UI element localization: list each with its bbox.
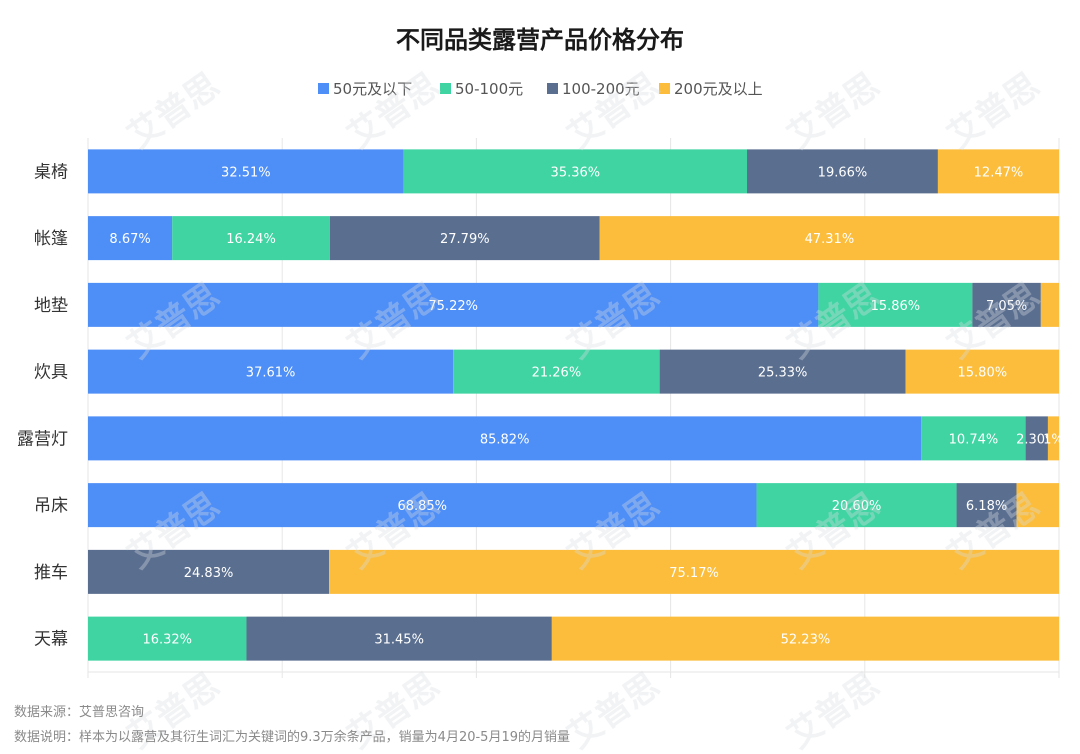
bar-segment xyxy=(88,616,247,661)
category-label: 吊床 xyxy=(34,496,68,516)
data-label: 12.47% xyxy=(974,165,1024,180)
data-label: 35.36% xyxy=(551,165,601,180)
data-label: 6.18% xyxy=(966,499,1007,514)
data-label: 27.79% xyxy=(440,232,490,247)
data-label: 19.66% xyxy=(818,165,868,180)
data-label: 32.51% xyxy=(221,165,271,180)
legend-swatch xyxy=(547,83,558,94)
legend: 50元及以下 50-100元 100-200元 200元及以上 xyxy=(318,80,763,98)
category-label: 地垫 xyxy=(34,296,68,316)
bar-segment xyxy=(599,216,1060,261)
data-label: 85.82% xyxy=(480,432,530,447)
data-label: 75.22% xyxy=(428,299,478,314)
legend-label: 100-200元 xyxy=(562,80,640,98)
data-label: 15.86% xyxy=(871,299,921,314)
legend-label: 50-100元 xyxy=(455,80,523,98)
bar-segment xyxy=(937,149,1059,194)
bar-segment xyxy=(1016,483,1059,528)
category-label: 炊具 xyxy=(34,363,68,383)
watermark-logo: 艾普思 xyxy=(780,65,886,156)
data-label: 47.31% xyxy=(805,232,855,247)
legend-swatch xyxy=(318,83,329,94)
watermark-logo: 艾普思 xyxy=(120,65,226,156)
chart-title: 不同品类露营产品价格分布 xyxy=(396,26,684,54)
watermark-logo: 艾普思 xyxy=(940,65,1046,156)
category-label: 推车 xyxy=(34,563,68,583)
bar-segment xyxy=(88,149,404,194)
data-label: 31.45% xyxy=(374,633,424,648)
bar-segment xyxy=(329,549,1059,594)
data-label: 8.67% xyxy=(109,232,150,247)
category-label: 天幕 xyxy=(34,630,68,650)
bar-segment xyxy=(818,282,973,327)
footer-source: 数据来源：艾普思咨询 xyxy=(14,705,145,720)
bar-segment xyxy=(172,216,330,261)
bar-segment xyxy=(88,282,819,327)
category-label: 桌椅 xyxy=(34,162,68,182)
bar-segment xyxy=(551,616,1059,661)
data-label: 24.83% xyxy=(184,566,234,581)
legend-label: 50元及以下 xyxy=(333,80,412,98)
category-label: 帐篷 xyxy=(34,229,68,249)
bar-segment xyxy=(329,216,600,261)
legend-swatch xyxy=(440,83,451,94)
bar-segment xyxy=(453,349,660,394)
data-label: 75.17% xyxy=(669,566,719,581)
bar-segment xyxy=(756,483,957,528)
bar-segment xyxy=(88,483,757,528)
footer-note: 数据说明：样本为以露营及其衍生词汇为关键词的9.3万余条产品，销量为4月20-5… xyxy=(14,730,570,745)
data-label: 52.23% xyxy=(781,633,831,648)
data-label: 20.60% xyxy=(832,499,882,514)
watermark-logo: 艾普思 xyxy=(560,665,666,754)
bar-segment xyxy=(1047,416,1059,461)
watermark-logo: 艾普思 xyxy=(780,665,886,754)
data-label: 21.26% xyxy=(532,366,582,381)
bar-segment xyxy=(88,216,173,261)
data-label: 1% xyxy=(1043,432,1064,447)
data-label: 15.80% xyxy=(958,366,1008,381)
data-label: 7.05% xyxy=(986,299,1027,314)
legend-swatch xyxy=(659,83,670,94)
data-label: 68.85% xyxy=(397,499,447,514)
data-label: 25.33% xyxy=(758,366,808,381)
bar-segment xyxy=(972,282,1041,327)
data-label: 10.74% xyxy=(949,432,999,447)
bar-segment xyxy=(246,616,552,661)
bar-segment xyxy=(921,416,1026,461)
bar-segment xyxy=(747,149,938,194)
bar-segment xyxy=(956,483,1017,528)
data-label: 37.61% xyxy=(246,366,296,381)
bar-segment xyxy=(88,549,330,594)
bar-segment xyxy=(659,349,906,394)
category-label: 露营灯 xyxy=(17,429,68,449)
bars: 桌椅 32.51% 35.36% 19.66% 12.47% 帐篷 8.67% 16.24% 2… xyxy=(17,149,1064,661)
bar-segment xyxy=(905,349,1059,394)
data-label: 16.24% xyxy=(226,232,276,247)
bar-segment xyxy=(1040,282,1059,327)
bar-segment xyxy=(403,149,748,194)
data-label: 16.32% xyxy=(142,633,192,648)
legend-label: 200元及以上 xyxy=(674,80,763,98)
bar-segment xyxy=(88,349,454,394)
bar-segment xyxy=(1025,416,1048,461)
data-label: 2.30% xyxy=(1016,432,1057,447)
bar-segment xyxy=(88,416,922,461)
